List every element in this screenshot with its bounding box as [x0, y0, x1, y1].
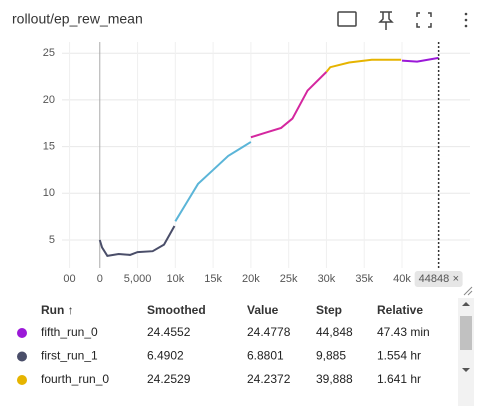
x-tick-label: 10k [166, 273, 184, 285]
y-tick-label: 15 [43, 141, 55, 153]
table-cell: 39,888 [316, 372, 353, 386]
table-cell: 9,885 [316, 349, 346, 363]
run-color [17, 351, 27, 362]
menu-dot[interactable] [464, 12, 468, 16]
menu-dot[interactable] [464, 18, 468, 22]
y-tick-label: 10 [43, 187, 55, 199]
series-line [325, 58, 402, 73]
x-tick-label: 00 [63, 273, 75, 285]
run-color [17, 375, 27, 385]
table-cell: 1.641 hr [377, 372, 421, 386]
y-tick-label: 5 [49, 234, 55, 246]
table-cell: 24.4778 [247, 325, 291, 339]
x-tick-label: 30k [318, 273, 336, 285]
table-cell: fifth_run_0 [41, 325, 98, 339]
table-cell: 24.2529 [147, 372, 191, 386]
table-cell: 47.43 min [377, 325, 430, 339]
chart-title: rollout/ep_rew_mean [12, 11, 143, 27]
table-cell: 1.554 hr [377, 349, 421, 363]
y-tick-label: 20 [43, 94, 55, 106]
x-tick-label: 40k [393, 273, 411, 285]
cursor-badge [414, 271, 463, 287]
resize-handle[interactable] [463, 286, 473, 296]
series-line [401, 56, 439, 63]
table-cell: 44,848 [316, 325, 353, 339]
table-cell: fourth_run_0 [41, 372, 109, 386]
table-cell: 24.2372 [247, 372, 291, 386]
cursor-label: 44848 [419, 273, 450, 285]
column-header: Value [247, 303, 279, 317]
menu-dot[interactable] [464, 24, 468, 28]
column-header: Step [316, 303, 342, 317]
scroll-thumb[interactable] [460, 316, 472, 350]
table-cell: 6.4902 [147, 349, 184, 363]
table-cell: first_run_1 [41, 349, 98, 363]
x-tick-label: 0 [97, 273, 103, 285]
scrollbar[interactable] [458, 298, 474, 406]
column-header: Relative [377, 303, 423, 317]
x-tick-label: 5,000 [124, 273, 152, 285]
column-header: Run ↑ [41, 303, 74, 317]
table-cell: 24.4552 [147, 325, 191, 339]
fullscreen-icon[interactable] [416, 12, 432, 28]
table-cell: 6.8801 [247, 349, 284, 363]
x-tick-label: 15k [204, 273, 222, 285]
x-tick-label: 25k [280, 273, 298, 285]
series-line [250, 71, 328, 139]
series-line [98, 225, 176, 257]
x-tick-label: 35k [355, 273, 373, 285]
run-color [17, 328, 27, 338]
column-header: Smoothed [147, 303, 206, 317]
icons[interactable] [337, 11, 468, 30]
cursor-close: × [453, 273, 459, 285]
y-tick-label: 25 [43, 47, 55, 59]
pin-icon[interactable] [378, 11, 394, 30]
series-line [174, 141, 252, 222]
fit-icon[interactable] [337, 11, 357, 27]
x-tick-label: 20k [242, 273, 260, 285]
